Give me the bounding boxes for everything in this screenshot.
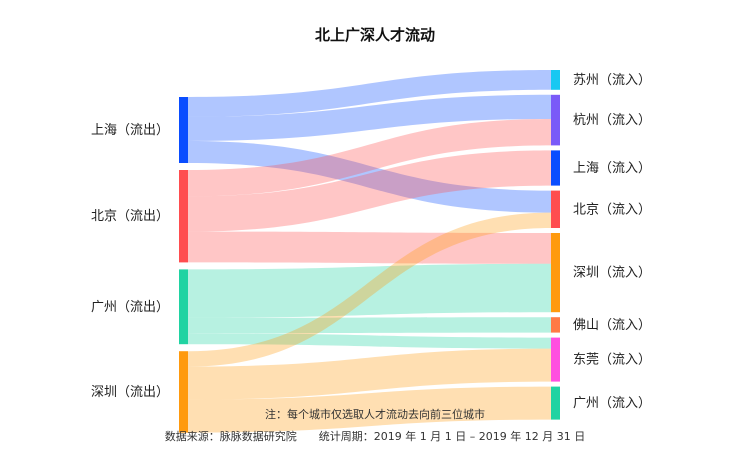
target-node-suzhou [551, 70, 560, 90]
flow-shanghai-to-suzhou [188, 70, 551, 117]
data-source-note: 数据来源：脉脉数据研究院 统计周期：2019 年 1 月 1 日 – 2019 … [165, 429, 585, 443]
target-node-hangzhou [551, 94, 560, 146]
label-layer: 上海（流出） 北京（流出） 广州（流出） 深圳（流出） 苏州（流入） 杭州（流入） 上海（流… [91, 72, 651, 411]
target-label-guangzhou: 广州（流入） [573, 396, 651, 411]
chart-title: 北上广深人才流动 [315, 26, 435, 44]
flow-guangzhou-to-shenzhen [188, 263, 551, 318]
target-label-foshan: 佛山（流入） [573, 318, 651, 333]
target-label-shanghai: 上海（流入） [573, 161, 651, 176]
flow-guangzhou-to-dongguan [188, 333, 551, 349]
link-layer [188, 70, 551, 433]
flow-shanghai-to-hangzhou [188, 94, 551, 141]
flow-beijing-to-hangzhou [188, 119, 551, 197]
flow-beijing-to-shenzhen [188, 231, 551, 264]
source-node-guangzhou [179, 269, 188, 345]
flow-beijing-to-shanghai [188, 150, 551, 232]
target-label-dongguan: 东莞（流入） [573, 353, 651, 368]
flow-shenzhen-to-beijing [188, 212, 551, 367]
flow-shenzhen-to-guangzhou [188, 386, 551, 433]
source-label-guangzhou: 广州（流出） [91, 300, 169, 315]
node-layer [179, 70, 560, 433]
footnote: 注：每个城市仅选取人才流动去向前三位城市 [265, 407, 485, 421]
target-node-shenzhen [551, 233, 560, 313]
target-node-guangzhou [551, 386, 560, 420]
target-label-hangzhou: 杭州（流入） [573, 113, 651, 128]
flow-shenzhen-to-dongguan [188, 348, 551, 400]
flow-shanghai-to-beijing [188, 141, 551, 213]
source-label-shenzhen: 深圳（流出） [91, 385, 169, 400]
source-node-shenzhen [179, 351, 188, 433]
target-node-shanghai [551, 150, 560, 186]
flow-guangzhou-to-foshan [188, 317, 551, 334]
target-label-suzhou: 苏州（流入） [573, 72, 651, 88]
source-node-beijing [179, 170, 188, 263]
target-label-shenzhen: 深圳（流入） [573, 266, 651, 281]
target-node-foshan [551, 317, 560, 333]
target-node-beijing [551, 190, 560, 228]
source-label-beijing: 北京（流出） [91, 209, 169, 224]
target-label-beijing: 北京（流入） [573, 202, 651, 217]
source-node-shanghai [179, 97, 188, 163]
target-node-dongguan [551, 337, 560, 382]
source-label-shanghai: 上海（流出） [91, 123, 169, 138]
